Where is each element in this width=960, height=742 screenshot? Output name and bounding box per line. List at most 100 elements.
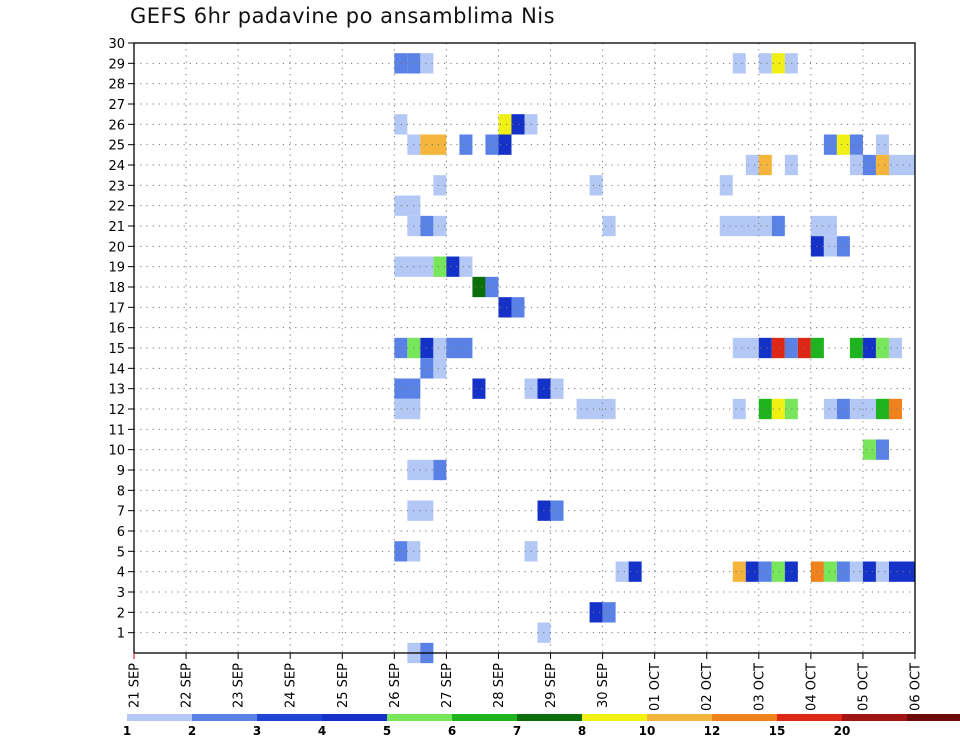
precip-cell: [420, 358, 434, 379]
precip-cell: [875, 398, 889, 420]
y-tick-label: 10: [108, 444, 125, 459]
x-tick-label: 01 OCT: [648, 663, 663, 711]
y-tick-label: 18: [108, 281, 125, 296]
x-tick-label: 22 SEP: [180, 663, 195, 708]
precip-cell: [602, 215, 616, 237]
precip-cell: [602, 602, 616, 623]
precip-cell: [446, 337, 473, 359]
x-tick-label: 21 SEP: [128, 663, 143, 708]
x-tick-label: 03 OCT: [752, 663, 767, 711]
precip-cell: [719, 175, 733, 196]
y-tick-label: 22: [108, 200, 125, 215]
precip-cell: [823, 561, 837, 582]
cells-layer: [394, 53, 915, 664]
x-tick-label: 24 SEP: [284, 663, 299, 708]
precip-cell: [849, 134, 863, 155]
precip-cell: [420, 134, 447, 155]
precip-cell: [758, 337, 772, 359]
precip-cell: [810, 337, 824, 359]
colorbar-label: 12: [704, 724, 721, 738]
colorbar-label: 7: [513, 724, 521, 738]
y-tick-label: 19: [108, 261, 125, 276]
precip-cell: [771, 215, 785, 237]
precip-cell: [862, 561, 876, 582]
precip-cell: [875, 561, 889, 582]
colorbar-swatch: [452, 714, 517, 721]
precip-cell: [888, 154, 915, 176]
precip-cell: [771, 337, 785, 359]
precip-cell: [433, 358, 447, 379]
y-tick-label: 27: [108, 98, 125, 113]
y-tick-label: 20: [108, 240, 125, 255]
colorbar-label: 10: [639, 724, 656, 738]
y-tick-label: 3: [117, 586, 125, 601]
colorbar-swatch: [192, 714, 257, 721]
precip-cell: [498, 114, 512, 135]
colorbar-swatch: [712, 714, 777, 721]
precip-cell: [888, 561, 915, 582]
colorbar-label: 1: [123, 724, 131, 738]
precip-cell: [550, 500, 564, 521]
precip-cell: [849, 154, 863, 176]
colorbar-swatch: [322, 714, 387, 721]
precip-cell: [836, 561, 850, 582]
y-tick-label: 28: [108, 78, 125, 93]
precip-cell: [771, 53, 785, 74]
precip-cell: [719, 215, 772, 237]
x-tick-label: 30 SEP: [596, 663, 611, 708]
x-tick-label: 06 OCT: [909, 663, 924, 711]
precip-cell: [459, 134, 473, 155]
precip-cell: [823, 398, 837, 420]
precip-cell: [576, 398, 616, 420]
y-tick-label: 25: [108, 139, 125, 154]
precip-cell: [875, 154, 889, 176]
chart-title: GEFS 6hr padavine po ansamblima Nis: [130, 4, 556, 28]
precip-cell: [875, 134, 889, 155]
y-tick-label: 30: [108, 37, 125, 52]
precip-cell: [589, 175, 603, 196]
colorbar-swatch: [907, 714, 960, 721]
precip-cell: [732, 53, 746, 74]
x-tick-label: 04 OCT: [804, 663, 819, 711]
precip-cell: [810, 236, 824, 257]
precip-cell: [615, 561, 629, 582]
y-tick-label: 2: [117, 606, 125, 621]
precip-cell: [433, 459, 447, 481]
precip-cell: [758, 154, 772, 176]
precip-cell: [875, 337, 889, 359]
precip-cell: [732, 398, 746, 420]
x-tick-label: 28 SEP: [492, 663, 507, 708]
precip-cell: [849, 561, 863, 582]
colorbar-label: 5: [383, 724, 391, 738]
precip-cell: [485, 134, 499, 155]
precip-cell: [862, 439, 876, 460]
precip-cell: [433, 256, 447, 277]
x-tick-label: 26 SEP: [388, 663, 403, 708]
x-tick-label: 23 SEP: [232, 663, 247, 708]
precip-cell: [550, 378, 564, 399]
precip-cell: [498, 134, 512, 155]
precip-cell: [758, 561, 772, 582]
y-tick-label: 17: [108, 301, 125, 316]
precip-cell: [745, 561, 759, 582]
precip-cell: [420, 53, 434, 74]
precip-cell: [758, 53, 772, 74]
precip-cell: [849, 337, 863, 359]
precip-cell: [745, 154, 759, 176]
precip-cell: [823, 134, 837, 155]
y-tick-label: 12: [108, 403, 125, 418]
precip-cell: [836, 236, 850, 257]
y-tick-label: 6: [117, 525, 125, 540]
x-tick-label: 02 OCT: [700, 663, 715, 711]
precip-cell: [732, 337, 759, 359]
precip-cell: [498, 297, 512, 318]
precip-cell: [485, 276, 499, 298]
y-tick-label: 8: [117, 484, 125, 499]
precip-cell: [836, 398, 850, 420]
precip-cell: [511, 114, 525, 135]
precip-cell: [433, 215, 447, 237]
precip-cell: [875, 439, 889, 460]
colorbar-swatch: [842, 714, 907, 721]
precip-cell: [433, 337, 447, 359]
